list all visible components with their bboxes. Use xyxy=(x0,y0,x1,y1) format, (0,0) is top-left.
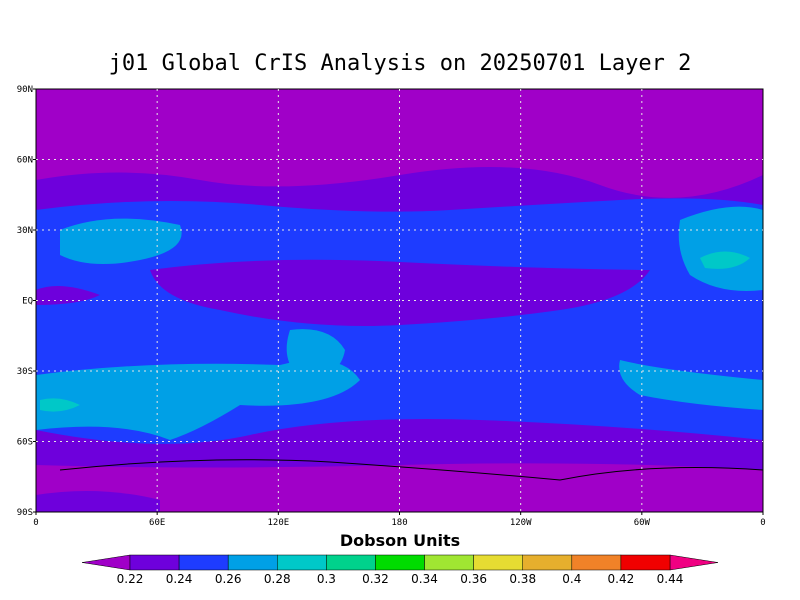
colorbar-high-triangle xyxy=(669,554,719,571)
x-axis-label: 0 xyxy=(33,518,38,528)
y-axis-label: 30S xyxy=(17,367,33,377)
colorbar-label: 0.38 xyxy=(509,572,536,586)
colorbar-title: Dobson Units xyxy=(340,531,460,550)
x-axis-label: 180 xyxy=(391,518,407,528)
colorbar-label: 0.28 xyxy=(264,572,291,586)
y-axis-label: 30N xyxy=(17,226,33,236)
colorbar-box xyxy=(129,554,180,571)
colorbar-label: 0.3 xyxy=(317,572,336,586)
x-axis-label: 120E xyxy=(267,518,289,528)
x-axis-label: 0 xyxy=(760,518,765,528)
colorbar-label: 0.36 xyxy=(460,572,487,586)
y-axis-label: EQ xyxy=(22,297,33,307)
y-axis-label: 90S xyxy=(17,508,33,518)
title: j01 Global CrIS Analysis on 20250701 Lay… xyxy=(109,51,692,76)
colorbar-label: 0.26 xyxy=(215,572,242,586)
colorbar-box xyxy=(522,554,573,571)
colorbar: Dobson Units 0.22 0.24 0.26 0.28 0.3 0.32 0.34… xyxy=(81,531,719,586)
y-axis-label: 60S xyxy=(17,438,33,448)
colorbar-label: 0.34 xyxy=(411,572,438,586)
y-axis-label: 90N xyxy=(17,85,33,95)
x-axis-label: 60E xyxy=(149,518,165,528)
colorbar-low-triangle xyxy=(81,554,131,571)
colorbar-box xyxy=(424,554,474,571)
colorbar-box xyxy=(571,554,622,571)
colorbar-box xyxy=(375,554,425,571)
colorbar-label: 0.4 xyxy=(562,572,581,586)
colorbar-label: 0.32 xyxy=(362,572,389,586)
graticule xyxy=(36,89,763,512)
colorbar-label: 0.44 xyxy=(657,572,684,586)
colorbar-box xyxy=(620,554,671,571)
colorbar-label: 0.24 xyxy=(166,572,193,586)
colorbar-box xyxy=(326,554,376,571)
colorbar-box xyxy=(473,554,523,571)
colorbar-label: 0.42 xyxy=(608,572,635,586)
colorbar-label: 0.22 xyxy=(117,572,144,586)
colorbar-box xyxy=(178,554,229,571)
x-axis-label: 60W xyxy=(634,518,651,528)
y-axis-label: 60N xyxy=(17,156,33,166)
colorbar-box xyxy=(277,554,327,571)
colorbar-box xyxy=(227,554,278,571)
x-axis-label: 120W xyxy=(510,518,532,528)
